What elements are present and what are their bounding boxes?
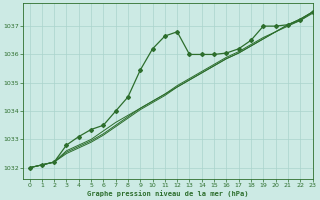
X-axis label: Graphe pression niveau de la mer (hPa): Graphe pression niveau de la mer (hPa): [87, 190, 249, 197]
